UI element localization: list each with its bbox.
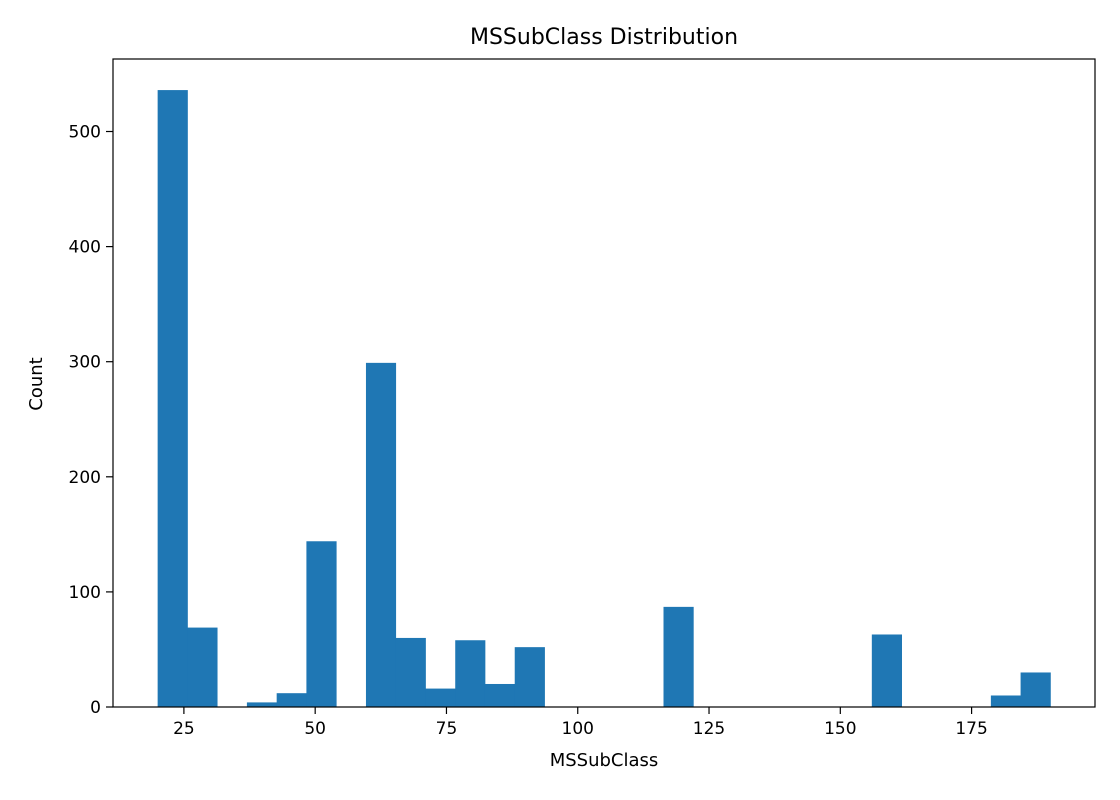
histogram-bar-1 [187,627,218,707]
histogram-bar-0 [157,90,188,707]
histogram-bar-24 [871,634,902,707]
x-tick-label: 175 [955,719,987,739]
x-axis-label: MSSubClass [550,750,659,771]
y-tick-label: 300 [69,353,101,373]
x-axis-ticks: 25 50 75 100 125 150 175 [173,707,988,739]
x-tick-label: 150 [824,719,856,739]
y-axis-ticks: 0 100 200 300 400 500 [69,123,113,718]
histogram-bar-5 [306,541,337,707]
y-tick-label: 400 [69,238,101,258]
x-tick-label: 50 [304,719,326,739]
histogram-bar-10 [455,640,486,707]
histogram-bar-29 [1020,672,1051,707]
histogram-bar-28 [990,695,1021,707]
y-tick-label: 200 [69,468,101,488]
chart-title: MSSubClass Distribution [470,25,738,50]
y-tick-label: 100 [69,583,101,603]
histogram-bar-11 [484,683,516,707]
bars-group [157,90,1051,707]
y-tick-label: 0 [90,698,101,718]
histogram-bar-17 [663,606,694,707]
histogram-bar-4 [276,693,307,707]
x-tick-label: 25 [173,719,195,739]
plot-frame [112,58,1096,708]
histogram-bar-3 [246,702,278,707]
histogram-bar-7 [365,362,397,707]
x-tick-label: 125 [693,719,725,739]
x-tick-label: 100 [562,719,594,739]
histogram-bar-12 [514,647,545,707]
y-axis-label: Count [26,357,47,410]
histogram-bar-9 [425,688,456,707]
y-tick-label: 500 [69,123,101,143]
histogram-bar-8 [395,637,426,707]
x-tick-label: 75 [436,719,458,739]
